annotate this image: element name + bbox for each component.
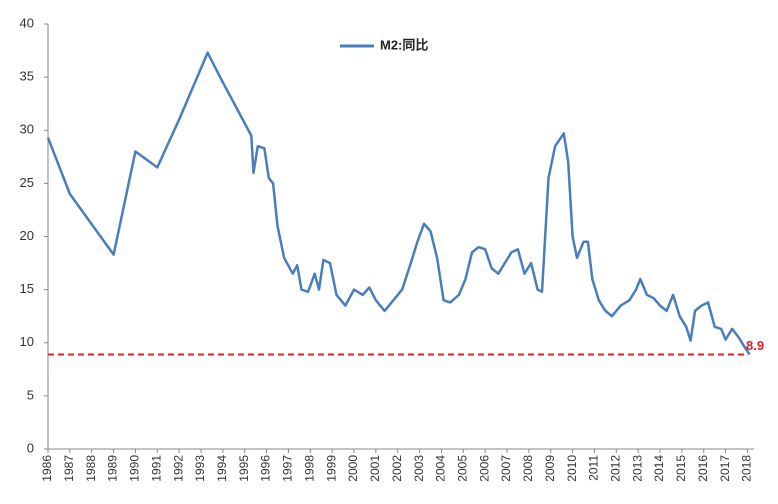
data-line xyxy=(46,51,751,356)
legend-label: M2:同比 xyxy=(380,37,428,52)
x-tick-label: 2017 xyxy=(718,455,732,482)
x-tick-label: 2010 xyxy=(565,455,579,482)
y-tick-label: 20 xyxy=(20,228,34,243)
x-tick-label: 1996 xyxy=(259,455,273,482)
y-tick-label: 35 xyxy=(20,69,34,84)
x-tick-label: 2003 xyxy=(412,455,426,482)
x-tick-label: 2007 xyxy=(499,455,513,482)
x-tick-label: 1999 xyxy=(324,455,338,482)
x-tick-label: 2005 xyxy=(455,455,469,482)
x-tick-label: 2015 xyxy=(674,455,688,482)
x-tick-label: 1989 xyxy=(106,455,120,482)
y-tick-label: 25 xyxy=(20,175,34,190)
x-tick-label: 2012 xyxy=(608,455,622,482)
x-tick-label: 2004 xyxy=(434,455,448,482)
x-tick-label: 1997 xyxy=(281,455,295,482)
x-tick-label: 2000 xyxy=(346,455,360,482)
x-tick-label: 1990 xyxy=(128,455,142,482)
x-tick-label: 2018 xyxy=(740,455,754,482)
x-tick-label: 1998 xyxy=(302,455,316,482)
x-tick-label: 2013 xyxy=(630,455,644,482)
y-tick-label: 0 xyxy=(27,440,34,455)
x-tick-label: 2002 xyxy=(390,455,404,482)
reference-label: 8.9 xyxy=(746,338,764,353)
x-tick-label: 1986 xyxy=(40,455,54,482)
y-tick-label: 15 xyxy=(20,281,34,296)
y-tick-label: 5 xyxy=(27,387,34,402)
x-tick-label: 2014 xyxy=(652,455,666,482)
x-tick-label: 2009 xyxy=(543,455,557,482)
x-tick-label: 1992 xyxy=(171,455,185,482)
x-tick-label: 2006 xyxy=(477,455,491,482)
x-tick-label: 2016 xyxy=(696,455,710,482)
y-tick-label: 30 xyxy=(20,122,34,137)
x-tick-label: 2008 xyxy=(521,455,535,482)
x-tick-label: 2001 xyxy=(368,455,382,482)
x-tick-label: 1991 xyxy=(149,455,163,482)
x-tick-label: 1988 xyxy=(84,455,98,482)
x-tick-label: 1994 xyxy=(215,455,229,482)
x-tick-label: 1995 xyxy=(237,455,251,482)
x-tick-label: 1987 xyxy=(62,455,76,482)
y-tick-label: 40 xyxy=(20,15,34,30)
x-tick-label: 2011 xyxy=(587,455,601,481)
y-tick-label: 10 xyxy=(20,334,34,349)
x-tick-label: 1993 xyxy=(193,455,207,482)
